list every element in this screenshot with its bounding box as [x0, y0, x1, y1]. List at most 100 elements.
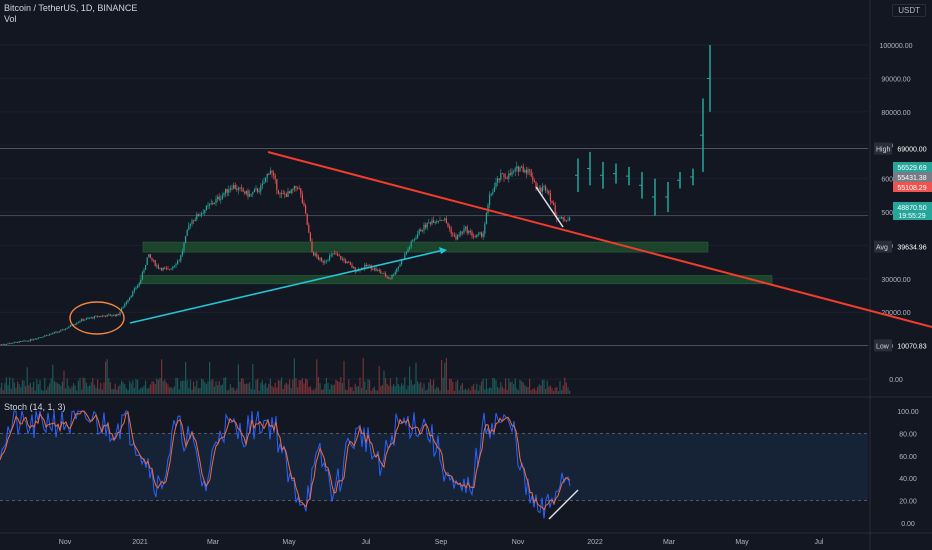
- volume-bar: [5, 377, 7, 394]
- volume-bar: [367, 379, 369, 394]
- volume-bar: [362, 357, 364, 394]
- candle-body: [66, 328, 68, 329]
- candle-body: [268, 174, 270, 175]
- volume-bar: [445, 357, 447, 394]
- candle-body: [385, 273, 387, 277]
- price-tag-value: 19:55:29: [898, 213, 925, 220]
- candle-body: [474, 236, 476, 238]
- avg-tag-label-bg: [874, 240, 892, 253]
- candle-body: [111, 315, 113, 317]
- volume-bar: [60, 385, 62, 394]
- candle-body: [441, 220, 443, 221]
- candle-body: [58, 331, 60, 333]
- candle-body: [253, 189, 255, 193]
- volume-bar: [469, 390, 471, 394]
- volume-bar: [84, 378, 86, 394]
- candle-body: [4, 344, 6, 346]
- volume-bar: [476, 383, 478, 394]
- volume-bar: [4, 383, 6, 394]
- volume-bar: [506, 389, 508, 394]
- candle-body: [234, 185, 236, 189]
- candle-body: [453, 234, 455, 237]
- candle-body: [529, 169, 531, 171]
- candle-body: [49, 334, 51, 336]
- volume-bar: [412, 384, 414, 394]
- volume-bar: [431, 384, 433, 394]
- price-tick-label: 20000.00: [881, 310, 910, 317]
- currency-badge[interactable]: USDT: [892, 4, 926, 17]
- volume-bar: [164, 379, 166, 394]
- volume-bar: [242, 378, 244, 394]
- volume-bar: [52, 364, 54, 394]
- volume-bar: [23, 380, 25, 394]
- volume-bar: [71, 386, 73, 394]
- volume-bar: [301, 378, 303, 394]
- volume-bar: [554, 387, 556, 394]
- candle-body: [497, 178, 499, 183]
- candle-body: [433, 220, 435, 223]
- time-tick-label: 2021: [132, 539, 148, 546]
- stoch-tick-label: 20.00: [899, 499, 917, 506]
- candle-body: [209, 204, 211, 206]
- candle-body: [513, 171, 515, 172]
- candle-body: [409, 246, 411, 249]
- volume-bar: [508, 378, 510, 394]
- volume-bar: [162, 381, 164, 394]
- candle-body: [178, 260, 180, 262]
- candle-body: [181, 250, 183, 256]
- price-tag-bg: [893, 210, 932, 220]
- volume-bar: [266, 387, 268, 394]
- candle-body: [12, 342, 14, 344]
- volume-bar: [193, 381, 195, 394]
- candle-body: [349, 262, 351, 265]
- candle-body: [466, 226, 468, 233]
- volume-bar: [103, 382, 105, 394]
- price-tag-value: 48870.50: [897, 205, 926, 212]
- volume-bar: [537, 386, 539, 394]
- volume-bar: [375, 390, 377, 394]
- candle-body: [1, 344, 3, 346]
- candle-body: [329, 255, 331, 261]
- volume-bar: [370, 390, 372, 394]
- volume-bar: [433, 379, 435, 394]
- candle-body: [333, 253, 335, 255]
- candle-body: [439, 220, 441, 221]
- volume-bar: [113, 389, 115, 394]
- volume-bar: [471, 386, 473, 394]
- candle-body: [458, 234, 460, 236]
- volume-bar: [236, 388, 238, 394]
- volume-bar: [524, 384, 526, 394]
- volume-bar: [329, 389, 331, 394]
- candle-body: [207, 205, 209, 206]
- volume-bar: [503, 388, 505, 394]
- volume-bar: [73, 383, 75, 394]
- candle-body: [148, 254, 150, 258]
- candle-body: [375, 268, 377, 271]
- candle-body: [106, 314, 108, 317]
- time-tick-label: May: [282, 539, 296, 546]
- candle-body: [52, 333, 54, 335]
- candle-body: [191, 220, 193, 224]
- stoch-label: Stoch (14, 1, 3): [4, 402, 66, 412]
- candle-body: [74, 323, 76, 325]
- volume-bar: [9, 377, 11, 394]
- volume-bar: [140, 387, 142, 394]
- candle-body: [469, 230, 471, 232]
- volume-bar: [545, 388, 547, 394]
- candle-body: [135, 288, 137, 289]
- volume-bar: [341, 382, 343, 394]
- price-tag-bg: [893, 202, 932, 212]
- volume-bar: [82, 377, 84, 394]
- volume-bar: [215, 381, 217, 394]
- candle-body: [217, 196, 219, 200]
- candle-body: [479, 232, 481, 234]
- candle-body: [273, 172, 275, 176]
- volume-bar: [77, 380, 79, 394]
- volume-bar: [335, 379, 337, 394]
- candle-body: [340, 255, 342, 260]
- candle-body: [244, 191, 246, 194]
- candle-body: [493, 187, 495, 192]
- candle-body: [34, 338, 36, 340]
- volume-bar: [92, 378, 94, 394]
